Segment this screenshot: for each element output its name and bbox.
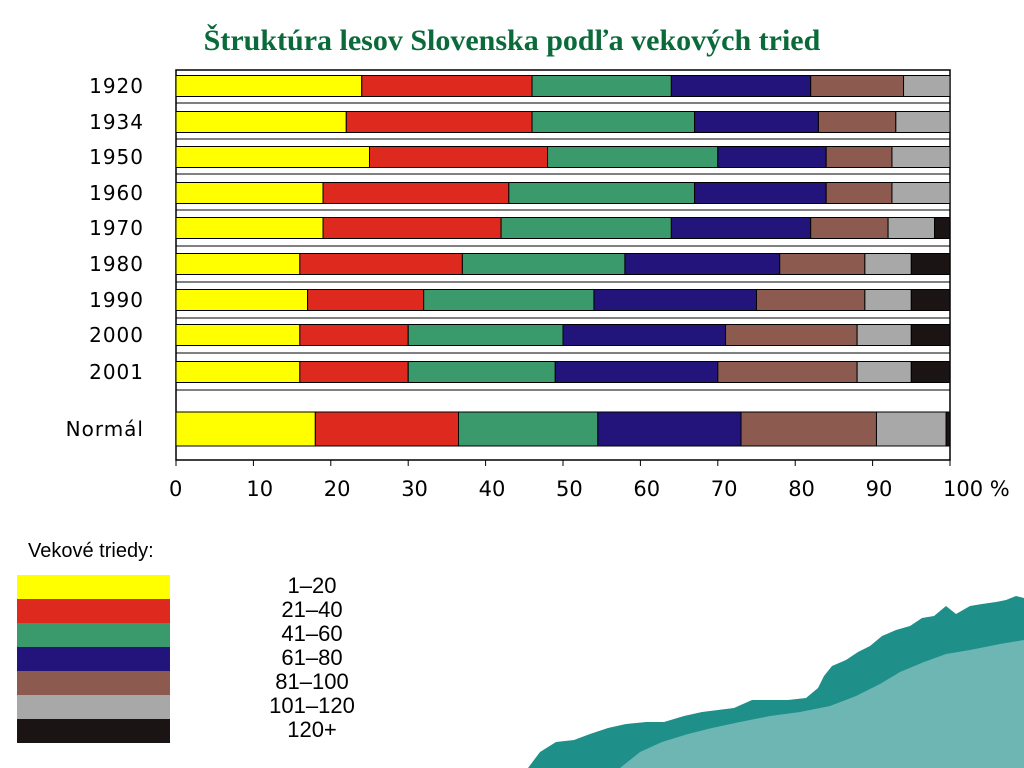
x-tick-label: 50: [556, 477, 583, 501]
bar-segment: [740, 411, 877, 447]
x-tick-label: 60: [633, 477, 660, 501]
x-tick-label: 30: [401, 477, 428, 501]
legend-swatch: [17, 695, 170, 719]
category-label: Normál: [66, 417, 144, 441]
legend-label: 21–40: [281, 597, 343, 622]
bar-segment: [934, 217, 951, 239]
legend-label: 41–60: [281, 621, 343, 646]
bar-segment: [910, 324, 951, 346]
legend-label: 120+: [287, 717, 337, 742]
x-tick-label: 0: [169, 477, 182, 501]
bar-segment: [891, 182, 951, 204]
bar-segment: [895, 111, 951, 133]
bar-segment: [175, 411, 316, 447]
bar-segment: [458, 411, 599, 447]
bar-segment: [910, 361, 951, 383]
bar-segment: [903, 75, 951, 97]
bar-segment: [875, 411, 947, 447]
x-tick-label: 70: [711, 477, 738, 501]
x-tick-label: 90: [866, 477, 893, 501]
legend-label: 101–120: [269, 693, 355, 718]
category-label: 1934: [89, 110, 144, 134]
legend-swatch: [17, 575, 170, 599]
x-tick-label: 80: [788, 477, 815, 501]
legend-label: 1–20: [287, 573, 337, 598]
legend-label: 81–100: [275, 669, 349, 694]
bar-segment: [891, 146, 951, 168]
category-label: 1950: [89, 145, 144, 169]
legend-title: Vekové triedy:: [28, 540, 154, 562]
legend-swatch: [17, 671, 170, 695]
legend-label: 61–80: [281, 645, 343, 670]
bar-segment: [945, 411, 951, 447]
category-label: 1960: [89, 181, 144, 205]
legend-swatch: [17, 623, 170, 647]
category-label: 1920: [89, 74, 144, 98]
category-label: 2001: [89, 360, 144, 384]
x-tick-label: 20: [324, 477, 351, 501]
bar-segment: [314, 411, 460, 447]
category-label: 2000: [89, 323, 144, 347]
x-tick-label: 10: [246, 477, 273, 501]
legend-swatch: [17, 599, 170, 623]
legend-swatch: [17, 719, 170, 743]
x-tick-label: 40: [479, 477, 506, 501]
x-tick-label: 100 %: [943, 477, 1010, 501]
page-title: Štruktúra lesov Slovenska podľa vekových…: [203, 24, 821, 57]
category-label: 1970: [89, 216, 144, 240]
legend-swatch: [17, 647, 170, 671]
category-label: 1990: [89, 288, 144, 312]
bar-segment: [910, 289, 951, 311]
category-label: 1980: [89, 252, 144, 276]
bar-segment: [597, 411, 742, 447]
bar-segment: [910, 253, 951, 275]
